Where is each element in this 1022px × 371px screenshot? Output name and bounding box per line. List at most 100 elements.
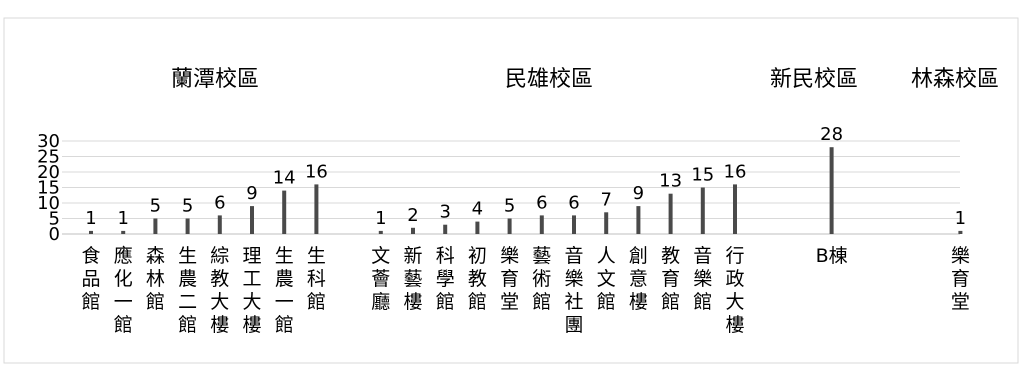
svg-text:大: 大 xyxy=(242,291,261,313)
svg-text:森: 森 xyxy=(146,245,165,267)
category-label: 人文館 xyxy=(597,245,616,313)
bar xyxy=(829,147,834,234)
bar xyxy=(958,230,963,234)
svg-text:農: 農 xyxy=(178,268,197,290)
data-label: 6 xyxy=(536,192,547,213)
category-label: 新藝樓 xyxy=(403,245,422,313)
category-label: 樂育堂 xyxy=(951,245,970,313)
svg-text:館: 館 xyxy=(693,291,712,313)
svg-text:教: 教 xyxy=(468,268,487,290)
svg-text:文: 文 xyxy=(597,268,616,290)
svg-text:樂: 樂 xyxy=(693,268,712,290)
svg-text:食: 食 xyxy=(81,245,100,267)
svg-text:樂: 樂 xyxy=(500,245,519,267)
svg-text:術: 術 xyxy=(532,268,551,290)
y-tick-label: 30 xyxy=(37,131,60,152)
svg-text:生: 生 xyxy=(307,245,326,267)
data-label: 16 xyxy=(305,161,328,182)
category-label: 樂育堂 xyxy=(500,245,519,313)
category-label: B棟 xyxy=(816,245,848,267)
svg-text:樂: 樂 xyxy=(564,268,583,290)
y-tick-label: 15 xyxy=(37,178,60,199)
svg-text:薈: 薈 xyxy=(371,268,390,290)
svg-text:樓: 樓 xyxy=(629,291,648,313)
category-label: 教育館 xyxy=(661,245,680,313)
svg-text:堂: 堂 xyxy=(500,291,519,313)
svg-text:館: 館 xyxy=(532,291,551,313)
svg-text:館: 館 xyxy=(661,291,680,313)
category-label: 初教館 xyxy=(468,245,487,313)
campus-label: 蘭潭校區 xyxy=(171,67,259,92)
bar xyxy=(411,227,415,234)
bars xyxy=(89,147,963,234)
svg-text:綜: 綜 xyxy=(210,245,229,267)
campus-label: 民雄校區 xyxy=(505,67,593,92)
category-label: 森林館 xyxy=(146,245,165,313)
bar xyxy=(217,215,222,234)
data-label: 1 xyxy=(375,208,386,229)
svg-text:人: 人 xyxy=(597,245,616,267)
data-label: 9 xyxy=(633,183,644,204)
svg-text:館: 館 xyxy=(275,314,294,336)
svg-text:館: 館 xyxy=(178,314,197,336)
bar xyxy=(636,206,641,234)
bar xyxy=(153,218,158,234)
data-label: 5 xyxy=(182,196,193,217)
data-label: 15 xyxy=(691,165,714,186)
category-label: 音樂館 xyxy=(693,245,712,313)
y-tick-label: 10 xyxy=(37,193,60,214)
data-label: 6 xyxy=(568,192,579,213)
data-label: 5 xyxy=(504,196,515,217)
svg-text:大: 大 xyxy=(725,291,744,313)
svg-text:意: 意 xyxy=(629,268,648,290)
svg-text:大: 大 xyxy=(210,291,229,313)
svg-text:生: 生 xyxy=(178,245,197,267)
svg-text:一: 一 xyxy=(114,291,133,313)
svg-text:館: 館 xyxy=(81,291,100,313)
svg-text:林: 林 xyxy=(146,268,165,290)
data-label: 9 xyxy=(246,183,257,204)
bar xyxy=(604,212,609,234)
bar xyxy=(314,184,319,234)
bar xyxy=(443,224,448,234)
category-label: 科學館 xyxy=(436,245,455,313)
svg-text:教: 教 xyxy=(210,268,229,290)
svg-text:理: 理 xyxy=(242,245,261,267)
svg-text:館: 館 xyxy=(114,314,133,336)
svg-text:音: 音 xyxy=(564,245,583,267)
svg-text:新: 新 xyxy=(403,245,422,267)
svg-text:創: 創 xyxy=(629,245,648,267)
svg-text:堂: 堂 xyxy=(951,291,970,313)
bar xyxy=(572,215,576,234)
svg-text:團: 團 xyxy=(564,314,583,336)
svg-text:館: 館 xyxy=(597,291,616,313)
bar xyxy=(250,206,254,234)
svg-text:應: 應 xyxy=(114,244,133,267)
data-label: 7 xyxy=(600,189,611,210)
svg-text:科: 科 xyxy=(307,268,326,290)
category-label: 食品館 xyxy=(81,245,100,313)
y-tick-label: 25 xyxy=(37,147,60,168)
svg-text:育: 育 xyxy=(500,268,519,290)
svg-text:育: 育 xyxy=(661,268,680,290)
data-label: 1 xyxy=(85,208,96,229)
gridlines xyxy=(62,140,960,235)
svg-text:樂: 樂 xyxy=(951,245,970,267)
campus-label: 林森校區 xyxy=(911,67,999,92)
y-tick-label: 0 xyxy=(49,224,60,245)
data-label: 4 xyxy=(472,199,483,220)
bar xyxy=(475,221,480,234)
bar xyxy=(668,193,673,234)
svg-text:藝: 藝 xyxy=(403,268,422,290)
chart-border xyxy=(3,17,1019,364)
data-label: 28 xyxy=(820,124,843,145)
campus-labels: 蘭潭校區 民雄校區 新民校區 林森校區 xyxy=(171,67,999,92)
